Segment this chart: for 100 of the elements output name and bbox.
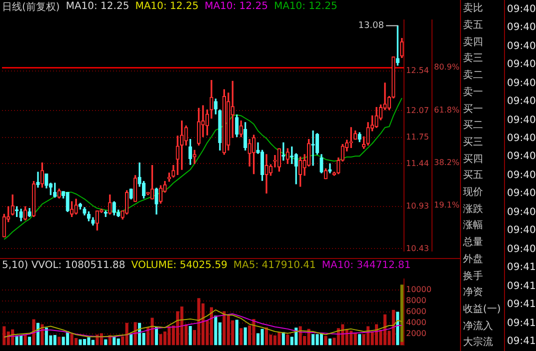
candlestick	[158, 185, 163, 204]
text: 换手	[463, 270, 484, 283]
candlestick	[82, 207, 86, 216]
candlestick	[311, 130, 315, 166]
text: MA5: 417910.41	[233, 260, 316, 271]
bar	[222, 311, 226, 346]
text: 买四	[463, 152, 484, 166]
bar	[264, 327, 268, 346]
text: MA10: 12.25	[66, 1, 130, 12]
candlestick	[10, 194, 14, 216]
text: 09:41	[507, 262, 536, 274]
candlestick	[226, 92, 230, 151]
bar	[324, 336, 328, 346]
bar	[28, 336, 32, 346]
text: 09:41	[507, 318, 536, 329]
y-tick-label: 2000	[406, 329, 426, 338]
candlestick	[235, 114, 239, 138]
text: 卖四	[463, 36, 484, 49]
bar	[130, 334, 133, 346]
candlestick	[32, 181, 36, 218]
candlestick	[28, 208, 32, 218]
candlestick	[264, 154, 268, 194]
text: 09:40	[507, 133, 536, 144]
text: 09:40	[507, 170, 536, 181]
candlestick	[188, 138, 192, 165]
candlestick	[218, 110, 222, 151]
candlestick	[286, 148, 290, 164]
candlestick	[154, 188, 158, 215]
bar	[74, 338, 78, 346]
bar	[91, 340, 95, 346]
candlestick	[400, 38, 404, 58]
text: 净资	[463, 286, 484, 300]
text: 09:40	[507, 59, 536, 70]
bar	[400, 342, 404, 346]
y-tick-label: 11.44	[406, 158, 429, 168]
candlestick	[116, 210, 120, 218]
candlestick	[129, 188, 133, 200]
text: 卖一	[463, 86, 484, 99]
text: 09:40	[507, 188, 536, 200]
bar	[20, 335, 23, 346]
bar	[278, 332, 281, 346]
bar	[282, 332, 285, 346]
candlestick	[91, 217, 95, 226]
text: 09:40	[507, 40, 536, 52]
y2-tick-label: 38.2%	[434, 158, 460, 168]
bar	[256, 333, 260, 346]
text: MA10: 12.25	[204, 1, 268, 12]
y-tick-label: 6000	[406, 307, 426, 316]
candlestick	[214, 98, 218, 114]
candlestick	[167, 172, 171, 182]
text: 买三	[463, 136, 484, 149]
text: 09:40	[507, 4, 536, 15]
candlestick	[358, 132, 362, 142]
bar	[24, 334, 27, 346]
candlestick	[19, 208, 23, 222]
text: 09:40	[507, 206, 536, 218]
text: 卖五	[463, 18, 484, 32]
bar	[159, 334, 162, 346]
text: 卖三	[463, 52, 484, 66]
candlestick	[328, 163, 332, 174]
bar	[396, 312, 400, 346]
bar	[188, 326, 192, 346]
bar	[197, 298, 200, 346]
y-tick-label: 10000	[406, 284, 432, 294]
text: 涨幅	[463, 218, 484, 232]
y2-tick-label: 19.1%	[434, 200, 460, 210]
text: 大宗流	[463, 336, 494, 350]
bar	[87, 337, 90, 346]
bar	[240, 328, 243, 346]
bar	[354, 332, 357, 346]
text: 09:40	[507, 225, 536, 236]
candlestick	[40, 162, 44, 188]
candlestick	[172, 165, 176, 178]
text: MA10: 344712.81	[322, 260, 411, 271]
annotation: 13.08	[358, 21, 384, 32]
bar	[32, 319, 36, 346]
candlestick	[290, 146, 294, 164]
bar	[44, 328, 48, 346]
text: 收益(一)	[463, 303, 502, 316]
candlestick	[374, 106, 378, 128]
candlestick	[78, 202, 82, 210]
y-tick-label: 12.54	[406, 66, 429, 76]
bar	[104, 339, 108, 346]
candlestick	[53, 182, 57, 198]
candlestick	[23, 206, 28, 220]
text: 买一	[463, 102, 484, 116]
text: 外盘	[463, 252, 484, 266]
candlestick	[366, 122, 370, 146]
text: 净流入	[463, 320, 494, 333]
bar	[150, 318, 154, 346]
y-tick-label: 8000	[406, 296, 426, 306]
text: MA10: 12.25	[274, 1, 338, 12]
text: 09:41	[507, 299, 536, 310]
candlestick	[277, 148, 281, 172]
bar	[82, 338, 86, 346]
y2-tick-label: 80.9%	[434, 62, 460, 72]
text: 买二	[463, 119, 484, 132]
text: 总量	[463, 236, 484, 250]
candlestick	[44, 173, 48, 188]
candlestick	[176, 136, 180, 175]
